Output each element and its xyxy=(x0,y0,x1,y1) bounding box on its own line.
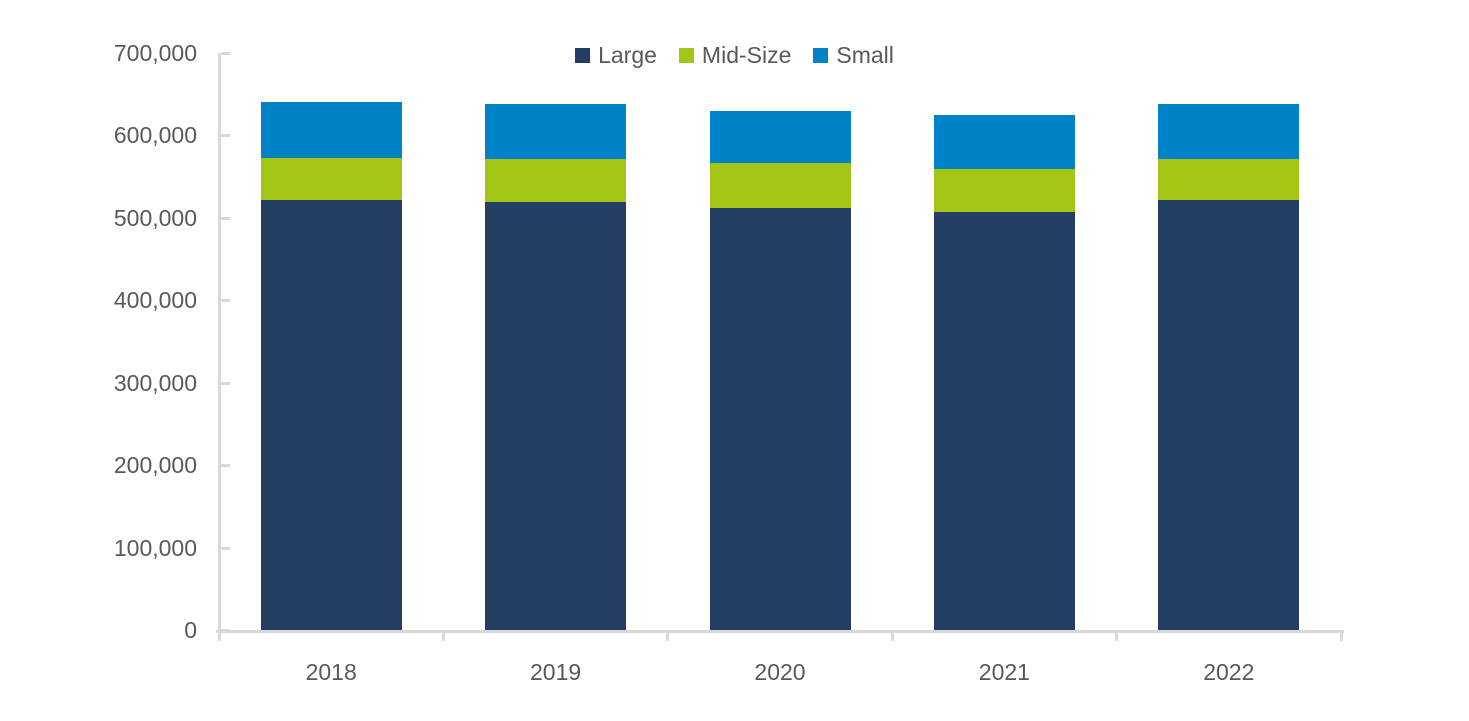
legend-label-large: Large xyxy=(598,42,657,68)
x-axis-tick xyxy=(1339,632,1343,641)
legend-item-large: Large xyxy=(575,44,657,67)
bar-2020-segment-mid-size xyxy=(709,162,851,208)
y-axis-tick xyxy=(221,134,230,138)
bar-2021-segment-small xyxy=(933,114,1075,170)
legend-swatch-mid-size xyxy=(678,48,694,63)
x-axis-tick xyxy=(217,632,221,641)
bar-2021-segment-mid-size xyxy=(933,169,1075,213)
y-axis-tick-label: 0 xyxy=(184,617,197,643)
y-axis-tick xyxy=(221,381,230,385)
x-axis-line xyxy=(216,630,1344,633)
chart-legend: Large Mid-Size Small xyxy=(0,44,1469,67)
x-axis-label-2020: 2020 xyxy=(754,659,806,685)
y-axis-tick-label: 100,000 xyxy=(113,534,197,561)
legend-item-small: Small xyxy=(813,44,894,67)
bar-2022 xyxy=(1158,104,1300,630)
legend-swatch-small xyxy=(813,48,829,63)
bar-2021 xyxy=(933,114,1075,630)
legend-label-small: Small xyxy=(836,42,894,68)
bar-2019-segment-large xyxy=(485,202,627,630)
bar-2022-segment-large xyxy=(1158,199,1300,630)
y-axis-tick-label: 300,000 xyxy=(113,369,197,396)
legend-label-mid-size: Mid-Size xyxy=(701,42,792,68)
bar-2021-segment-large xyxy=(933,212,1075,630)
y-axis-tick-label: 400,000 xyxy=(113,287,197,314)
y-axis-tick-label: 500,000 xyxy=(113,204,197,231)
bar-2019-segment-mid-size xyxy=(485,158,627,203)
y-axis-tick-label: 700,000 xyxy=(113,40,197,66)
x-axis-tick xyxy=(441,632,445,641)
y-axis-tick-label: 600,000 xyxy=(113,122,197,149)
y-axis-tick xyxy=(221,52,230,55)
bar-2018-segment-large xyxy=(260,199,402,630)
y-axis-tick xyxy=(221,216,230,220)
bar-2020 xyxy=(709,110,851,630)
legend-swatch-large xyxy=(575,48,591,63)
x-axis-label-2021: 2021 xyxy=(978,659,1030,685)
x-axis-tick xyxy=(890,632,894,641)
x-axis-label-2018: 2018 xyxy=(305,659,357,685)
x-axis-label-2019: 2019 xyxy=(530,659,582,685)
bar-2018-segment-mid-size xyxy=(260,157,402,200)
bar-2020-segment-small xyxy=(709,110,851,163)
bar-2019-segment-small xyxy=(485,104,627,159)
bar-2018-segment-small xyxy=(260,101,402,158)
y-axis-tick-label: 200,000 xyxy=(113,452,197,479)
y-axis-tick xyxy=(221,546,230,550)
y-axis-line xyxy=(218,53,221,633)
x-axis-label-2022: 2022 xyxy=(1203,659,1255,685)
legend-item-mid-size: Mid-Size xyxy=(678,42,792,68)
bar-2019 xyxy=(485,104,627,630)
x-axis-tick xyxy=(1115,632,1119,641)
bar-2020-segment-large xyxy=(709,207,851,630)
bar-2022-segment-small xyxy=(1158,104,1300,160)
bar-2018 xyxy=(260,101,402,630)
x-axis-tick xyxy=(666,632,670,641)
y-axis-tick xyxy=(221,299,230,303)
y-axis-tick xyxy=(221,464,230,468)
bar-2022-segment-mid-size xyxy=(1158,159,1300,200)
